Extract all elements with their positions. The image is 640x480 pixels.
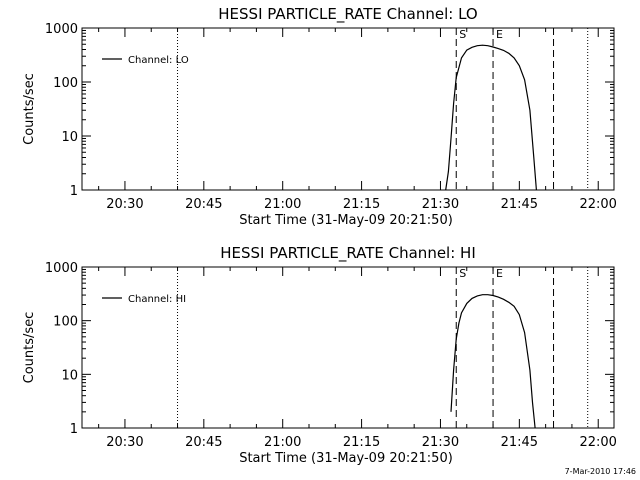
marker-label-e: E bbox=[496, 28, 503, 41]
x-tick-label: 20:30 bbox=[106, 435, 143, 450]
x-tick-label: 21:30 bbox=[422, 197, 459, 212]
x-tick-label: 21:30 bbox=[422, 435, 459, 450]
chart-panel-lo: HESSI PARTICLE_RATE Channel: LO 1 10 100 100… bbox=[22, 5, 617, 228]
footer-timestamp: 7-Mar-2010 17:46 bbox=[565, 467, 636, 476]
chart-panel-hi: HESSI PARTICLE_RATE Channel: HI 1 10 100 100… bbox=[22, 244, 617, 466]
x-tick-label: 21:00 bbox=[264, 435, 301, 450]
chart-title: HESSI PARTICLE_RATE Channel: LO bbox=[218, 5, 477, 24]
legend-label: Channel: HI bbox=[128, 294, 186, 305]
x-tick-label: 22:00 bbox=[579, 197, 616, 212]
marker-label-s: S bbox=[459, 28, 466, 41]
plot-frame bbox=[81, 27, 615, 191]
x-tick-label: 21:15 bbox=[343, 197, 380, 212]
y-tick-label: 1 bbox=[70, 184, 78, 199]
y-tick-label: 100 bbox=[53, 76, 78, 91]
y-tick-label: 10 bbox=[61, 130, 78, 145]
y-axis-label: Counts/sec bbox=[22, 312, 37, 384]
x-tick-label: 21:15 bbox=[343, 435, 380, 450]
x-tick-label: 20:30 bbox=[106, 197, 143, 212]
y-tick-label: 1 bbox=[70, 422, 78, 437]
chart-title: HESSI PARTICLE_RATE Channel: HI bbox=[220, 244, 476, 263]
series-line bbox=[445, 44, 537, 191]
x-tick-label: 20:45 bbox=[185, 435, 222, 450]
x-tick-label: 22:00 bbox=[579, 435, 616, 450]
x-tick-label: 21:00 bbox=[264, 197, 301, 212]
x-tick-label: 21:45 bbox=[501, 435, 538, 450]
y-tick-label: 1000 bbox=[45, 261, 78, 276]
series-line bbox=[450, 294, 536, 429]
y-tick-label: 100 bbox=[53, 315, 78, 330]
marker-label-e: E bbox=[496, 267, 503, 280]
y-tick-label: 10 bbox=[61, 368, 78, 383]
legend-label: Channel: LO bbox=[128, 55, 189, 66]
x-tick-label: 21:45 bbox=[501, 197, 538, 212]
x-axis-label: Start Time (31-May-09 20:21:50) bbox=[239, 451, 453, 466]
y-axis-label: Counts/sec bbox=[22, 73, 37, 145]
y-tick-label: 1000 bbox=[45, 22, 78, 37]
x-axis-label: Start Time (31-May-09 20:21:50) bbox=[239, 213, 453, 228]
marker-label-s: S bbox=[459, 267, 466, 280]
plot-frame bbox=[81, 266, 615, 429]
x-tick-label: 20:45 bbox=[185, 197, 222, 212]
